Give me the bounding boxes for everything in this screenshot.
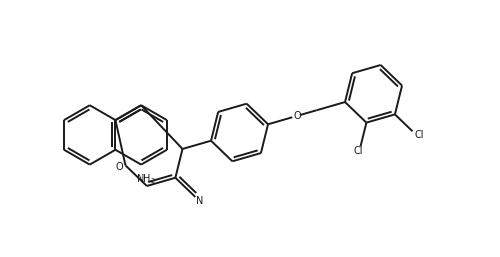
Text: O: O xyxy=(293,111,301,121)
Text: NH$_2$: NH$_2$ xyxy=(136,172,156,186)
Text: Cl: Cl xyxy=(414,130,424,140)
Text: O: O xyxy=(115,161,122,171)
Text: N: N xyxy=(196,196,203,206)
Text: Cl: Cl xyxy=(354,146,363,156)
